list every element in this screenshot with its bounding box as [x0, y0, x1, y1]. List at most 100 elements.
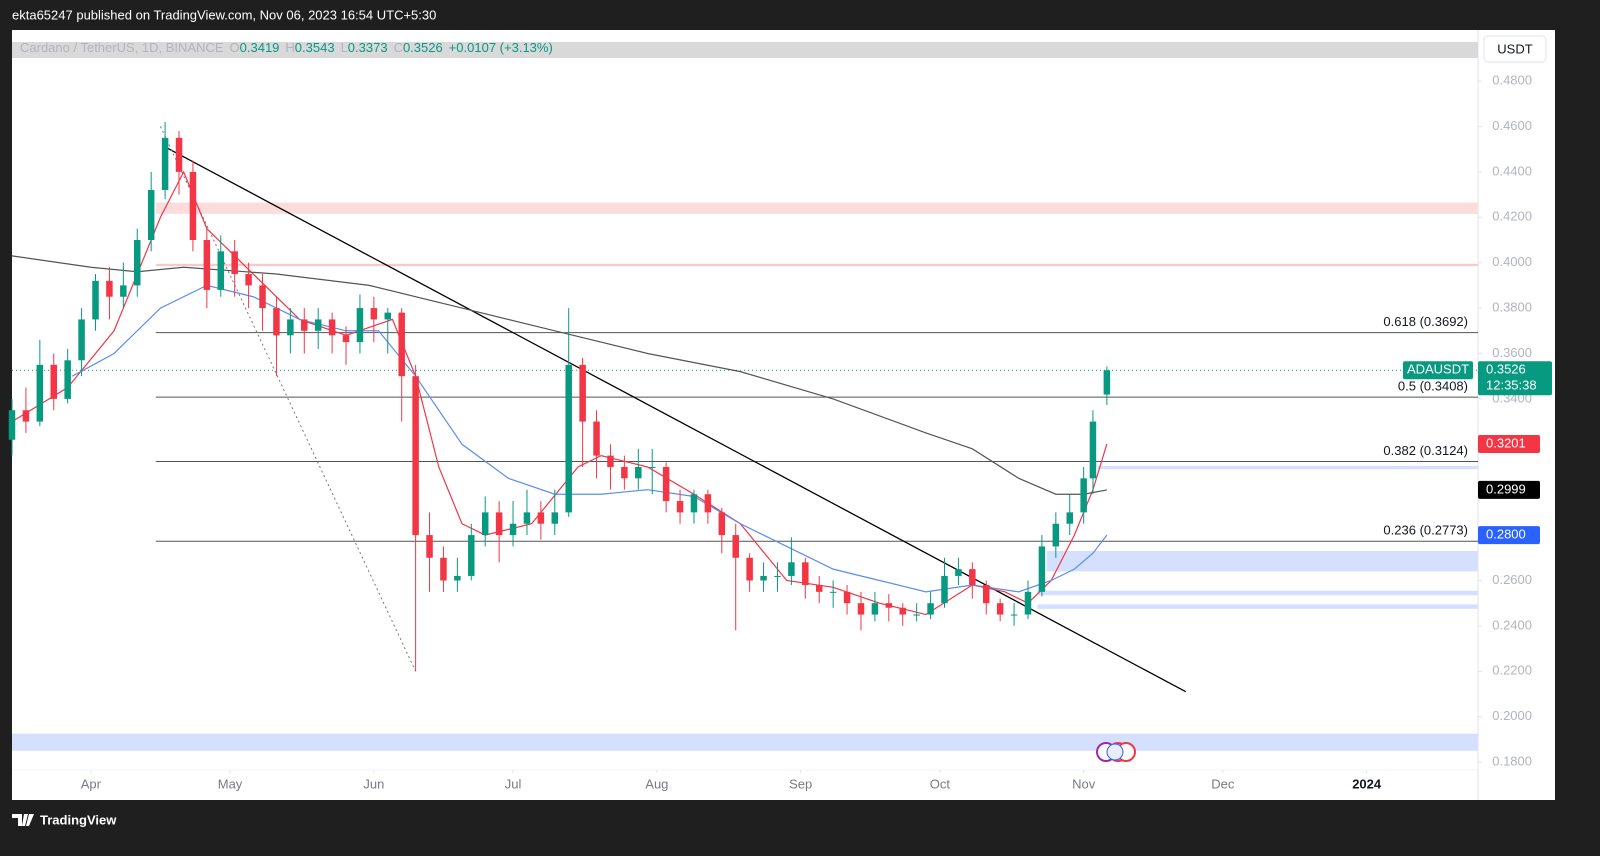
x-tick-label: 2024	[1352, 776, 1382, 791]
candle-body	[509, 523, 517, 536]
candle-body	[1066, 512, 1073, 524]
candle-body	[175, 137, 183, 172]
fib-label: 0.236 (0.2773)	[1383, 523, 1468, 538]
fib-label: 0.5 (0.3408)	[1398, 379, 1468, 394]
logo-mark	[12, 814, 34, 826]
legend: Cardano / TetherUS, 1D, BINANCE O0.3419 H0…	[20, 40, 553, 55]
price-label-badge	[1478, 480, 1540, 499]
candle-body	[356, 308, 364, 343]
y-tick-label: 0.2400	[1492, 617, 1532, 632]
candle-body	[161, 137, 169, 191]
candle-body	[788, 562, 795, 576]
candle-body	[245, 274, 252, 286]
zone	[155, 263, 1479, 267]
zone	[1037, 604, 1478, 609]
candle-body	[1089, 421, 1097, 479]
candle-body	[857, 603, 865, 615]
candle-body	[50, 364, 58, 399]
candle-body	[426, 535, 433, 558]
candle-body	[134, 239, 141, 286]
trendline	[164, 146, 1187, 693]
x-tick-label: Apr	[81, 776, 102, 791]
candle-body	[495, 512, 503, 536]
candle-body	[927, 603, 934, 615]
candle-body	[8, 410, 16, 440]
candle-body	[802, 562, 809, 586]
y-tick-label: 0.4800	[1492, 73, 1532, 88]
legend-item: 0.3543	[295, 40, 335, 55]
zone	[1097, 465, 1478, 470]
candle-body	[1052, 523, 1060, 547]
fib-label: 0.618 (0.3692)	[1383, 314, 1468, 329]
y-tick-label: 0.3600	[1492, 345, 1532, 360]
candle-body	[259, 285, 266, 309]
candle-body	[899, 607, 906, 615]
candle-body	[815, 585, 823, 592]
zone	[1046, 550, 1478, 572]
x-tick-label: Aug	[645, 776, 668, 791]
candle-body	[523, 512, 531, 524]
candle-body	[398, 312, 405, 377]
candle-body	[982, 585, 990, 604]
zone	[1037, 590, 1478, 596]
candle-body	[454, 575, 461, 581]
candle-body	[328, 319, 336, 336]
candle-body	[1080, 478, 1087, 513]
candle-body	[746, 557, 753, 581]
ticker-badge	[1403, 361, 1473, 380]
candle-body	[301, 319, 308, 331]
legend-item: O	[230, 40, 240, 55]
candle-body	[314, 319, 322, 331]
y-tick-label: 0.4400	[1492, 163, 1532, 178]
candle-body	[551, 512, 559, 524]
zone	[155, 202, 1479, 214]
brand-logo	[12, 814, 34, 826]
legend-item: C	[394, 40, 403, 55]
candle-body	[1010, 614, 1018, 616]
candle-body	[843, 591, 851, 604]
candle-body	[217, 251, 225, 290]
legend-item: 0.3419	[240, 40, 280, 55]
y-tick-label: 0.2600	[1492, 572, 1532, 587]
event-icons	[1096, 742, 1136, 762]
candle-body	[481, 512, 489, 536]
candle-body	[92, 280, 99, 320]
legend-item: H	[285, 40, 294, 55]
chart-panel	[12, 30, 1555, 800]
price-badge	[1478, 361, 1552, 396]
candle-body	[885, 603, 893, 608]
fib-label: 0.382 (0.3124)	[1383, 443, 1468, 458]
candle-body	[231, 251, 238, 275]
x-tick-label: May	[218, 776, 243, 791]
candle-body	[1103, 370, 1111, 395]
price-label: 0.2999	[1486, 481, 1526, 496]
candle-body	[189, 171, 197, 240]
candle-body	[36, 364, 44, 422]
y-tick-label: 0.1800	[1492, 754, 1532, 769]
trendline	[160, 126, 417, 672]
candle-body	[969, 569, 976, 586]
candle-body	[704, 494, 712, 513]
candle-body	[662, 466, 670, 502]
candle-body	[106, 280, 113, 297]
currency-box	[1483, 35, 1547, 63]
candle-body	[147, 190, 155, 240]
ticker-label: ADAUSDT	[1407, 362, 1469, 377]
candle-body	[565, 364, 572, 513]
candle-body	[440, 557, 447, 581]
legend-item: Cardano / TetherUS, 1D, BINANCE	[20, 40, 224, 55]
candle-body	[718, 512, 726, 536]
candle-body	[1024, 591, 1032, 615]
countdown: 12:35:38	[1486, 378, 1537, 393]
candle-body	[22, 410, 30, 422]
y-tick-label: 0.3800	[1492, 300, 1532, 315]
price-label: 0.3201	[1486, 435, 1526, 450]
x-tick-label: Sep	[789, 776, 812, 791]
x-tick-label: Jun	[363, 776, 384, 791]
y-tick-label: 0.4600	[1492, 118, 1532, 133]
candle-body	[955, 569, 962, 576]
candle-body	[621, 466, 628, 479]
x-tick-label: Dec	[1211, 776, 1235, 791]
candle-body	[607, 455, 614, 467]
